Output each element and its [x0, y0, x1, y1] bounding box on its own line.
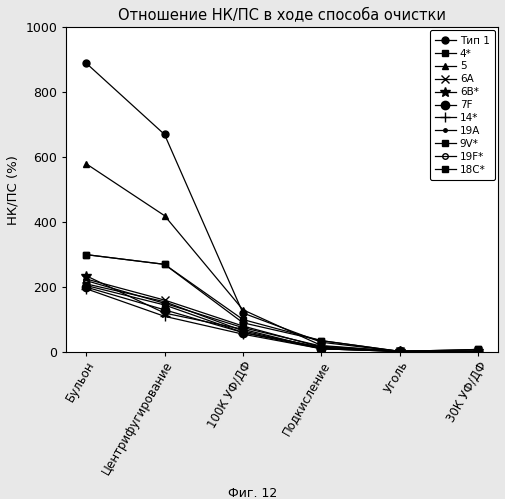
6В*	[397, 348, 403, 354]
18C*	[475, 346, 481, 352]
14*	[475, 348, 481, 354]
Line: 6В*: 6В*	[81, 271, 483, 356]
Line: Тип 1: Тип 1	[82, 59, 482, 355]
7F	[475, 348, 481, 354]
5	[475, 348, 481, 354]
9V*	[240, 329, 246, 335]
7F	[162, 307, 168, 313]
4*	[475, 346, 481, 352]
9V*	[475, 348, 481, 354]
14*	[240, 331, 246, 337]
14*	[397, 348, 403, 354]
Line: 19А: 19А	[82, 280, 482, 355]
Line: 18C*: 18C*	[82, 251, 482, 355]
Legend: Тип 1, 4*, 5, 6А, 6В*, 7F, 14*, 19А, 9V*, 19F*, 18C*: Тип 1, 4*, 5, 6А, 6В*, 7F, 14*, 19А, 9V*…	[430, 30, 495, 180]
18C*	[83, 251, 89, 257]
19F*	[240, 325, 246, 331]
4*	[240, 320, 246, 326]
9V*	[83, 282, 89, 288]
6А	[83, 276, 89, 282]
19А	[319, 345, 325, 351]
14*	[162, 313, 168, 319]
7F	[83, 284, 89, 290]
Line: 6А: 6А	[82, 275, 483, 356]
4*	[397, 348, 403, 354]
18C*	[319, 338, 325, 344]
6А	[475, 348, 481, 354]
18C*	[240, 316, 246, 322]
19F*	[475, 348, 481, 354]
Line: 5: 5	[82, 160, 482, 355]
14*	[83, 286, 89, 292]
6А	[319, 344, 325, 350]
Тип 1	[162, 131, 168, 137]
9V*	[397, 348, 403, 354]
7F	[240, 329, 246, 335]
6В*	[319, 346, 325, 352]
6А	[162, 297, 168, 303]
7F	[319, 346, 325, 352]
19F*	[319, 343, 325, 349]
19F*	[162, 300, 168, 306]
Тип 1	[397, 348, 403, 354]
4*	[83, 251, 89, 257]
6В*	[83, 273, 89, 279]
Text: Фиг. 12: Фиг. 12	[228, 487, 277, 499]
6А	[240, 323, 246, 329]
5	[83, 161, 89, 167]
19А	[83, 281, 89, 287]
14*	[319, 346, 325, 352]
18C*	[162, 261, 168, 267]
Y-axis label: НК/ПС (%): НК/ПС (%)	[7, 155, 20, 225]
6А	[397, 348, 403, 354]
19А	[240, 328, 246, 334]
5	[162, 213, 168, 219]
5	[397, 348, 403, 354]
Тип 1	[240, 310, 246, 316]
19F*	[397, 348, 403, 354]
9V*	[319, 344, 325, 350]
18C*	[397, 348, 403, 354]
19F*	[83, 277, 89, 283]
7F	[397, 348, 403, 354]
4*	[319, 338, 325, 344]
Тип 1	[475, 348, 481, 354]
Тип 1	[83, 60, 89, 66]
Line: 19F*: 19F*	[83, 278, 481, 354]
6В*	[162, 310, 168, 316]
Line: 4*: 4*	[82, 251, 482, 355]
Line: 14*: 14*	[81, 284, 483, 356]
4*	[162, 261, 168, 267]
5	[240, 307, 246, 313]
19А	[475, 348, 481, 354]
Тип 1	[319, 339, 325, 345]
Line: 9V*: 9V*	[83, 282, 481, 354]
Title: Отношение НК/ПС в ходе способа очистки: Отношение НК/ПС в ходе способа очистки	[118, 7, 446, 22]
6В*	[240, 326, 246, 332]
9V*	[162, 302, 168, 308]
5	[319, 342, 325, 348]
19А	[162, 299, 168, 305]
19А	[397, 348, 403, 354]
6В*	[475, 348, 481, 354]
Line: 7F: 7F	[82, 283, 483, 356]
